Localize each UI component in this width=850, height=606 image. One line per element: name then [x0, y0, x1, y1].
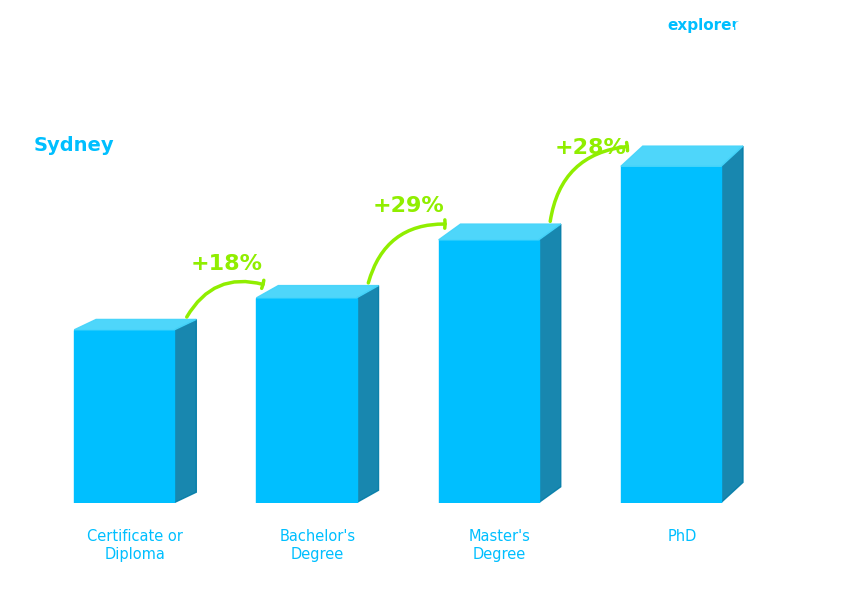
- Text: 160,000 AUD: 160,000 AUD: [636, 122, 728, 136]
- Text: +29%: +29%: [372, 196, 445, 216]
- Polygon shape: [539, 224, 561, 502]
- Text: Average Yearly Salary: Average Yearly Salary: [827, 242, 837, 364]
- Text: 125,000 AUD: 125,000 AUD: [454, 200, 546, 214]
- Polygon shape: [721, 146, 743, 502]
- Polygon shape: [74, 319, 196, 330]
- Bar: [257, 298, 357, 502]
- Text: Bachelor's
Degree: Bachelor's Degree: [280, 530, 355, 562]
- Polygon shape: [174, 319, 196, 502]
- Bar: [74, 330, 174, 502]
- Text: Salary Comparison By Education: Salary Comparison By Education: [34, 30, 591, 59]
- Polygon shape: [357, 285, 378, 502]
- Bar: [439, 240, 539, 502]
- Polygon shape: [620, 146, 743, 166]
- Text: salary: salary: [612, 18, 665, 33]
- Text: 97,400 AUD: 97,400 AUD: [276, 262, 359, 276]
- Bar: [620, 166, 721, 502]
- Text: Master's
Degree: Master's Degree: [468, 530, 530, 562]
- Text: PhD: PhD: [667, 530, 697, 544]
- Polygon shape: [439, 224, 561, 240]
- Text: 82,200 AUD: 82,200 AUD: [94, 295, 177, 309]
- Text: explorer: explorer: [667, 18, 740, 33]
- Text: +28%: +28%: [555, 138, 626, 158]
- Text: .com: .com: [729, 18, 770, 33]
- Polygon shape: [257, 285, 378, 298]
- Text: +18%: +18%: [190, 254, 263, 274]
- Text: Sydney: Sydney: [34, 136, 115, 155]
- Text: Health Information Exchange Specialist: Health Information Exchange Specialist: [34, 88, 417, 107]
- Text: Certificate or
Diploma: Certificate or Diploma: [88, 530, 184, 562]
